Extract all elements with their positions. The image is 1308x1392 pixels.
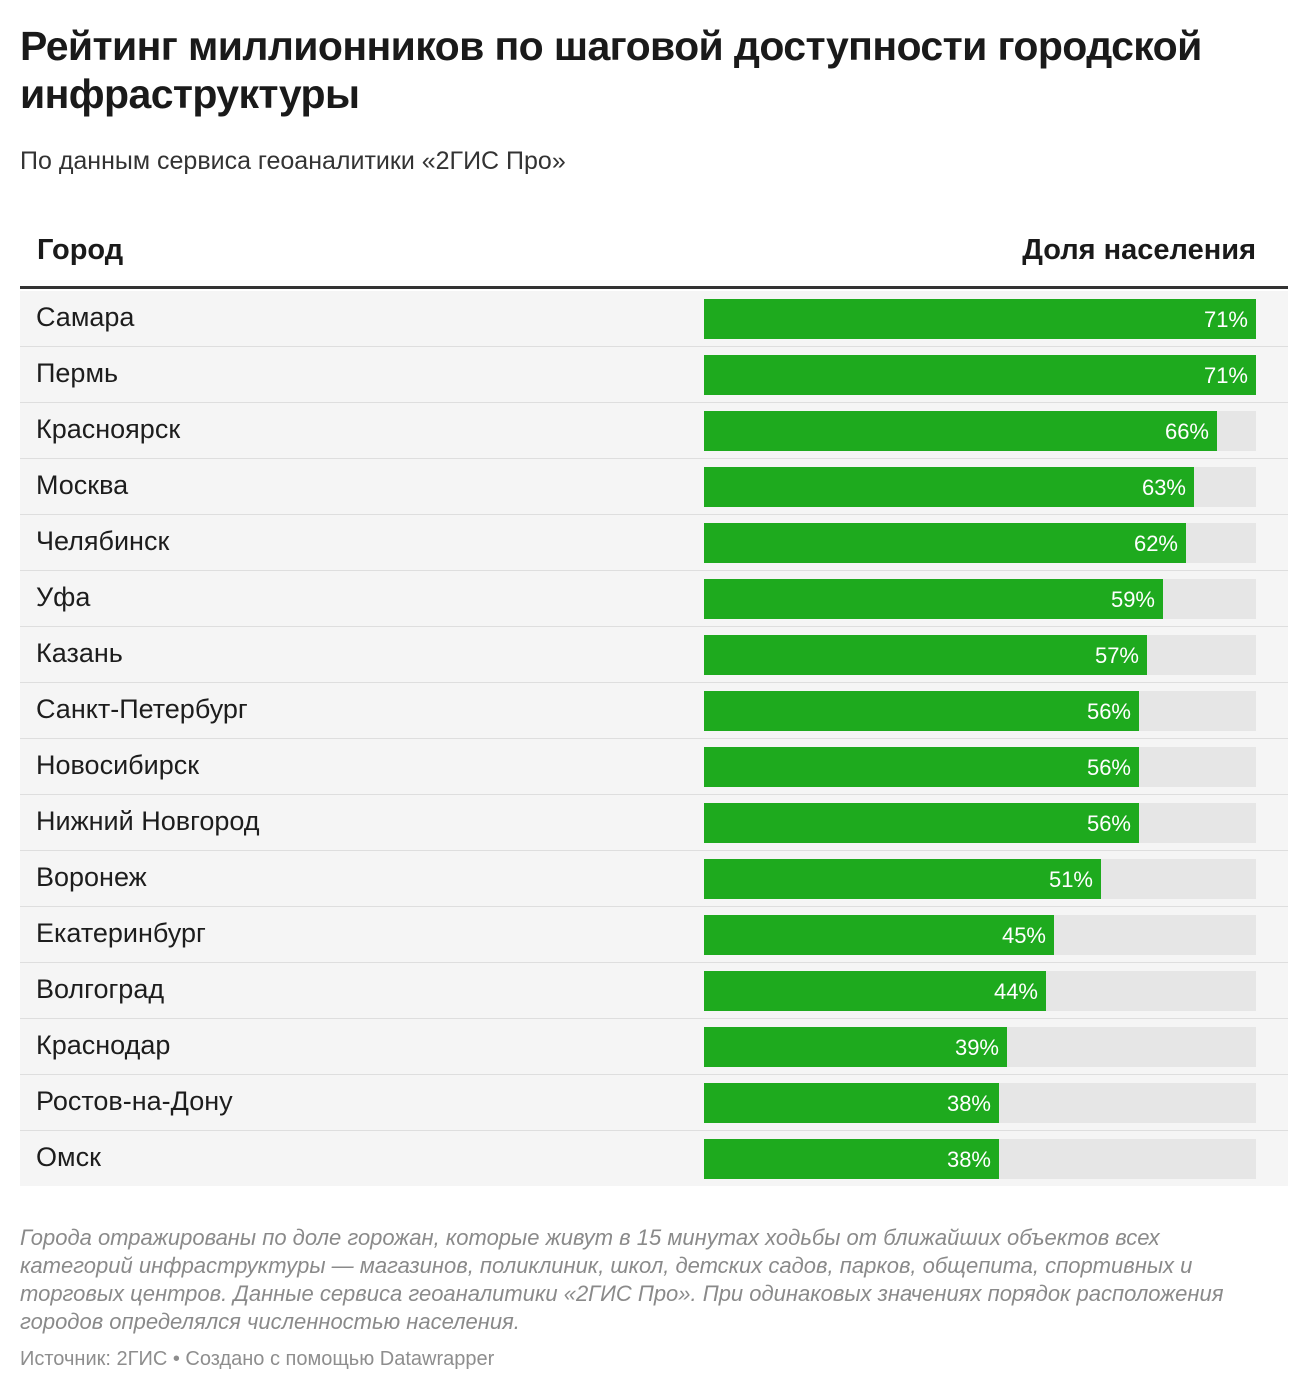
table-row: Ростов-на-Дону 38%	[20, 1075, 1288, 1131]
chart-subtitle: По данным сервиса геоаналитики «2ГИС Про…	[20, 147, 566, 175]
bar: 56%	[704, 803, 1139, 843]
bar-track: 56%	[704, 803, 1256, 843]
bar: 51%	[704, 859, 1101, 899]
city-label: Новосибирск	[36, 750, 200, 780]
bar: 59%	[704, 579, 1163, 619]
bar: 63%	[704, 467, 1194, 507]
table-row: Новосибирск 56%	[20, 739, 1288, 795]
bar-value-label: 56%	[1086, 811, 1131, 836]
bar: 71%	[704, 355, 1256, 395]
bar: 45%	[704, 915, 1054, 955]
table-row: Санкт-Петербург 56%	[20, 683, 1288, 739]
city-label: Казань	[36, 638, 123, 668]
city-label: Омск	[36, 1142, 101, 1172]
table-row: Краснодар 39%	[20, 1019, 1288, 1075]
bar-track: 51%	[704, 859, 1256, 899]
bar-track: 71%	[704, 299, 1256, 339]
table-row: Москва 63%	[20, 459, 1288, 515]
table-body: Самара 71% Пермь 71% Красноярск 66% Москва 63% Ч…	[20, 291, 1288, 1186]
table-header: Город Доля населения	[20, 222, 1288, 289]
bar-track: 45%	[704, 915, 1256, 955]
bar: 38%	[704, 1139, 999, 1179]
bar-track: 56%	[704, 691, 1256, 731]
table-row: Воронеж 51%	[20, 851, 1288, 907]
city-label: Красноярск	[36, 414, 181, 444]
bar-track: 44%	[704, 971, 1256, 1011]
bar-track: 39%	[704, 1027, 1256, 1067]
city-label: Уфа	[36, 582, 91, 612]
city-label: Пермь	[36, 358, 119, 388]
bar-track: 63%	[704, 467, 1256, 507]
bar-value-label: 57%	[1094, 643, 1139, 668]
bar-value-label: 38%	[946, 1147, 991, 1172]
bar: 44%	[704, 971, 1046, 1011]
table-row: Пермь 71%	[20, 347, 1288, 403]
table-row: Челябинск 62%	[20, 515, 1288, 571]
bar-track: 38%	[704, 1083, 1256, 1123]
bar-value-label: 71%	[1203, 363, 1248, 388]
table-row: Волгоград 44%	[20, 963, 1288, 1019]
city-label: Санкт-Петербург	[36, 694, 248, 724]
bar-track: 56%	[704, 747, 1256, 787]
city-label: Краснодар	[36, 1030, 171, 1060]
bar-value-label: 71%	[1203, 307, 1248, 332]
chart-notes: Города отражированы по доле горожан, кот…	[20, 1225, 1224, 1334]
city-label: Ростов-на-Дону	[36, 1086, 233, 1116]
bar-value-label: 51%	[1048, 867, 1093, 892]
bar: 57%	[704, 635, 1147, 675]
chart-title: Рейтинг миллионников по шаговой доступно…	[20, 23, 1202, 117]
bar-value-label: 56%	[1086, 755, 1131, 780]
city-label: Волгоград	[36, 974, 165, 1004]
bar: 62%	[704, 523, 1186, 563]
city-label: Нижний Новгород	[36, 806, 260, 836]
table-row: Омск 38%	[20, 1131, 1288, 1186]
bar-value-label: 45%	[1001, 923, 1046, 948]
table-row: Самара 71%	[20, 291, 1288, 347]
bar-value-label: 66%	[1164, 419, 1209, 444]
bar-value-label: 62%	[1133, 531, 1178, 556]
table-row: Красноярск 66%	[20, 403, 1288, 459]
bar-value-label: 56%	[1086, 699, 1131, 724]
bar: 66%	[704, 411, 1217, 451]
city-label: Воронеж	[36, 862, 147, 892]
city-label: Москва	[36, 470, 129, 500]
bar: 56%	[704, 691, 1139, 731]
bar-track: 71%	[704, 355, 1256, 395]
bar-track: 57%	[704, 635, 1256, 675]
city-label: Челябинск	[36, 526, 170, 556]
column-header-share[interactable]: Доля населения	[1022, 234, 1256, 266]
bar-track: 38%	[704, 1139, 1256, 1179]
city-label: Екатеринбург	[36, 918, 206, 948]
column-header-city[interactable]: Город	[37, 234, 124, 266]
table-row: Уфа 59%	[20, 571, 1288, 627]
bar: 39%	[704, 1027, 1007, 1067]
bar-value-label: 63%	[1141, 475, 1186, 500]
chart-source: Источник: 2ГИС • Создано с помощью Dataw…	[20, 1348, 495, 1370]
bar-track: 62%	[704, 523, 1256, 563]
bar-value-label: 59%	[1110, 587, 1155, 612]
bar: 38%	[704, 1083, 999, 1123]
bar: 71%	[704, 299, 1256, 339]
table-row: Екатеринбург 45%	[20, 907, 1288, 963]
bar-value-label: 38%	[946, 1091, 991, 1116]
bar-track: 66%	[704, 411, 1256, 451]
bar: 56%	[704, 747, 1139, 787]
bar-value-label: 44%	[993, 979, 1038, 1004]
city-label: Самара	[36, 302, 135, 332]
bar-table: Город Доля населения Самара 71% Пермь 71% Кр…	[20, 222, 1288, 1186]
bar-value-label: 39%	[954, 1035, 999, 1060]
table-row: Нижний Новгород 56%	[20, 795, 1288, 851]
table-row: Казань 57%	[20, 627, 1288, 683]
bar-track: 59%	[704, 579, 1256, 619]
